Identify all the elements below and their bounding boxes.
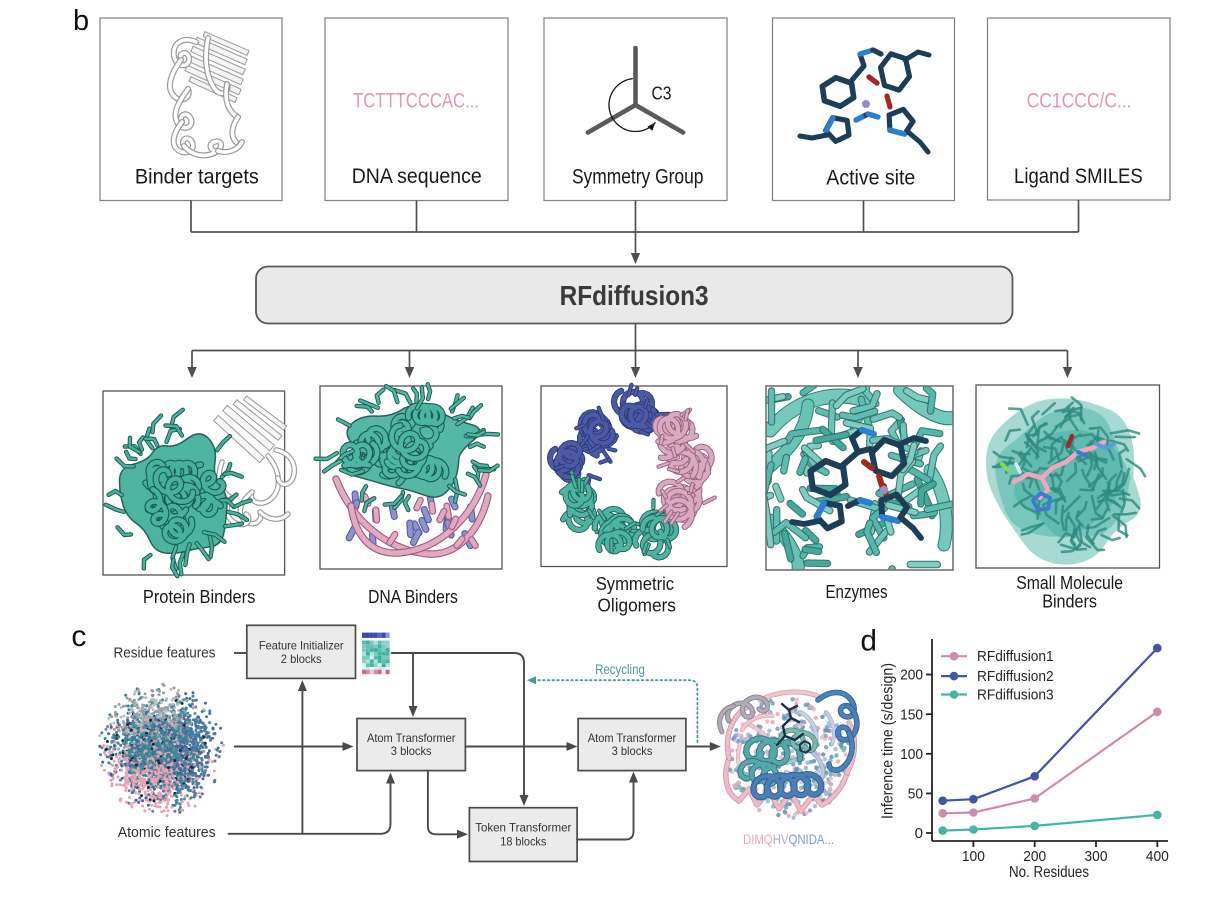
svg-text:0: 0 [915,825,923,842]
svg-text:Atom Transformer: Atom Transformer [367,731,456,745]
svg-text:18 blocks: 18 blocks [500,835,546,849]
svg-text:DIMQHVQNIDA...: DIMQHVQNIDA... [743,831,834,847]
svg-text:CC1CCC/C...: CC1CCC/C... [1027,90,1132,113]
svg-text:150: 150 [900,706,923,723]
svg-text:2 blocks: 2 blocks [281,652,322,666]
svg-text:DNA Binders: DNA Binders [368,586,458,607]
svg-text:3 blocks: 3 blocks [391,744,432,758]
svg-text:RFdiffusion3: RFdiffusion3 [560,280,709,311]
svg-text:Active site: Active site [826,167,915,190]
svg-text:200: 200 [900,667,923,684]
svg-text:Enzymes: Enzymes [826,581,888,602]
svg-text:200: 200 [1023,848,1046,865]
svg-text:Atom Transformer: Atom Transformer [588,731,677,745]
svg-text:Symmetric: Symmetric [596,573,674,594]
svg-text:c: c [71,620,86,653]
svg-text:Atomic features: Atomic features [118,825,216,841]
svg-text:d: d [861,625,877,658]
svg-text:Token Transformer: Token Transformer [475,820,571,834]
svg-text:TCTTTCCCAC...: TCTTTCCCAC... [353,90,479,113]
svg-text:Oligomers: Oligomers [598,595,676,616]
svg-text:No. Residues: No. Residues [1009,864,1089,881]
svg-text:Small Molecule: Small Molecule [1016,572,1123,593]
svg-text:Binder targets: Binder targets [135,166,259,189]
svg-text:100: 100 [900,746,923,763]
svg-text:400: 400 [1146,848,1169,865]
svg-text:Protein Binders: Protein Binders [143,586,256,607]
svg-text:b: b [73,5,89,37]
svg-text:DNA sequence: DNA sequence [352,165,482,188]
svg-text:Binders: Binders [1042,591,1097,612]
svg-text:3 blocks: 3 blocks [612,744,653,758]
svg-text:Symmetry Group: Symmetry Group [572,165,704,188]
svg-text:C3: C3 [652,84,672,104]
svg-text:50: 50 [908,786,923,803]
svg-text:Inference time (s/design): Inference time (s/design) [880,663,897,819]
svg-text:300: 300 [1085,848,1108,865]
svg-text:Ligand SMILES: Ligand SMILES [1014,165,1143,188]
svg-text:RFdiffusion3: RFdiffusion3 [977,687,1054,704]
svg-text:100: 100 [962,848,985,865]
svg-text:Residue features: Residue features [114,646,216,662]
svg-text:RFdiffusion2: RFdiffusion2 [977,668,1054,685]
svg-text:Feature Initializer: Feature Initializer [259,638,344,652]
svg-text:RFdiffusion1: RFdiffusion1 [977,648,1054,665]
svg-text:Recycling: Recycling [595,661,645,677]
